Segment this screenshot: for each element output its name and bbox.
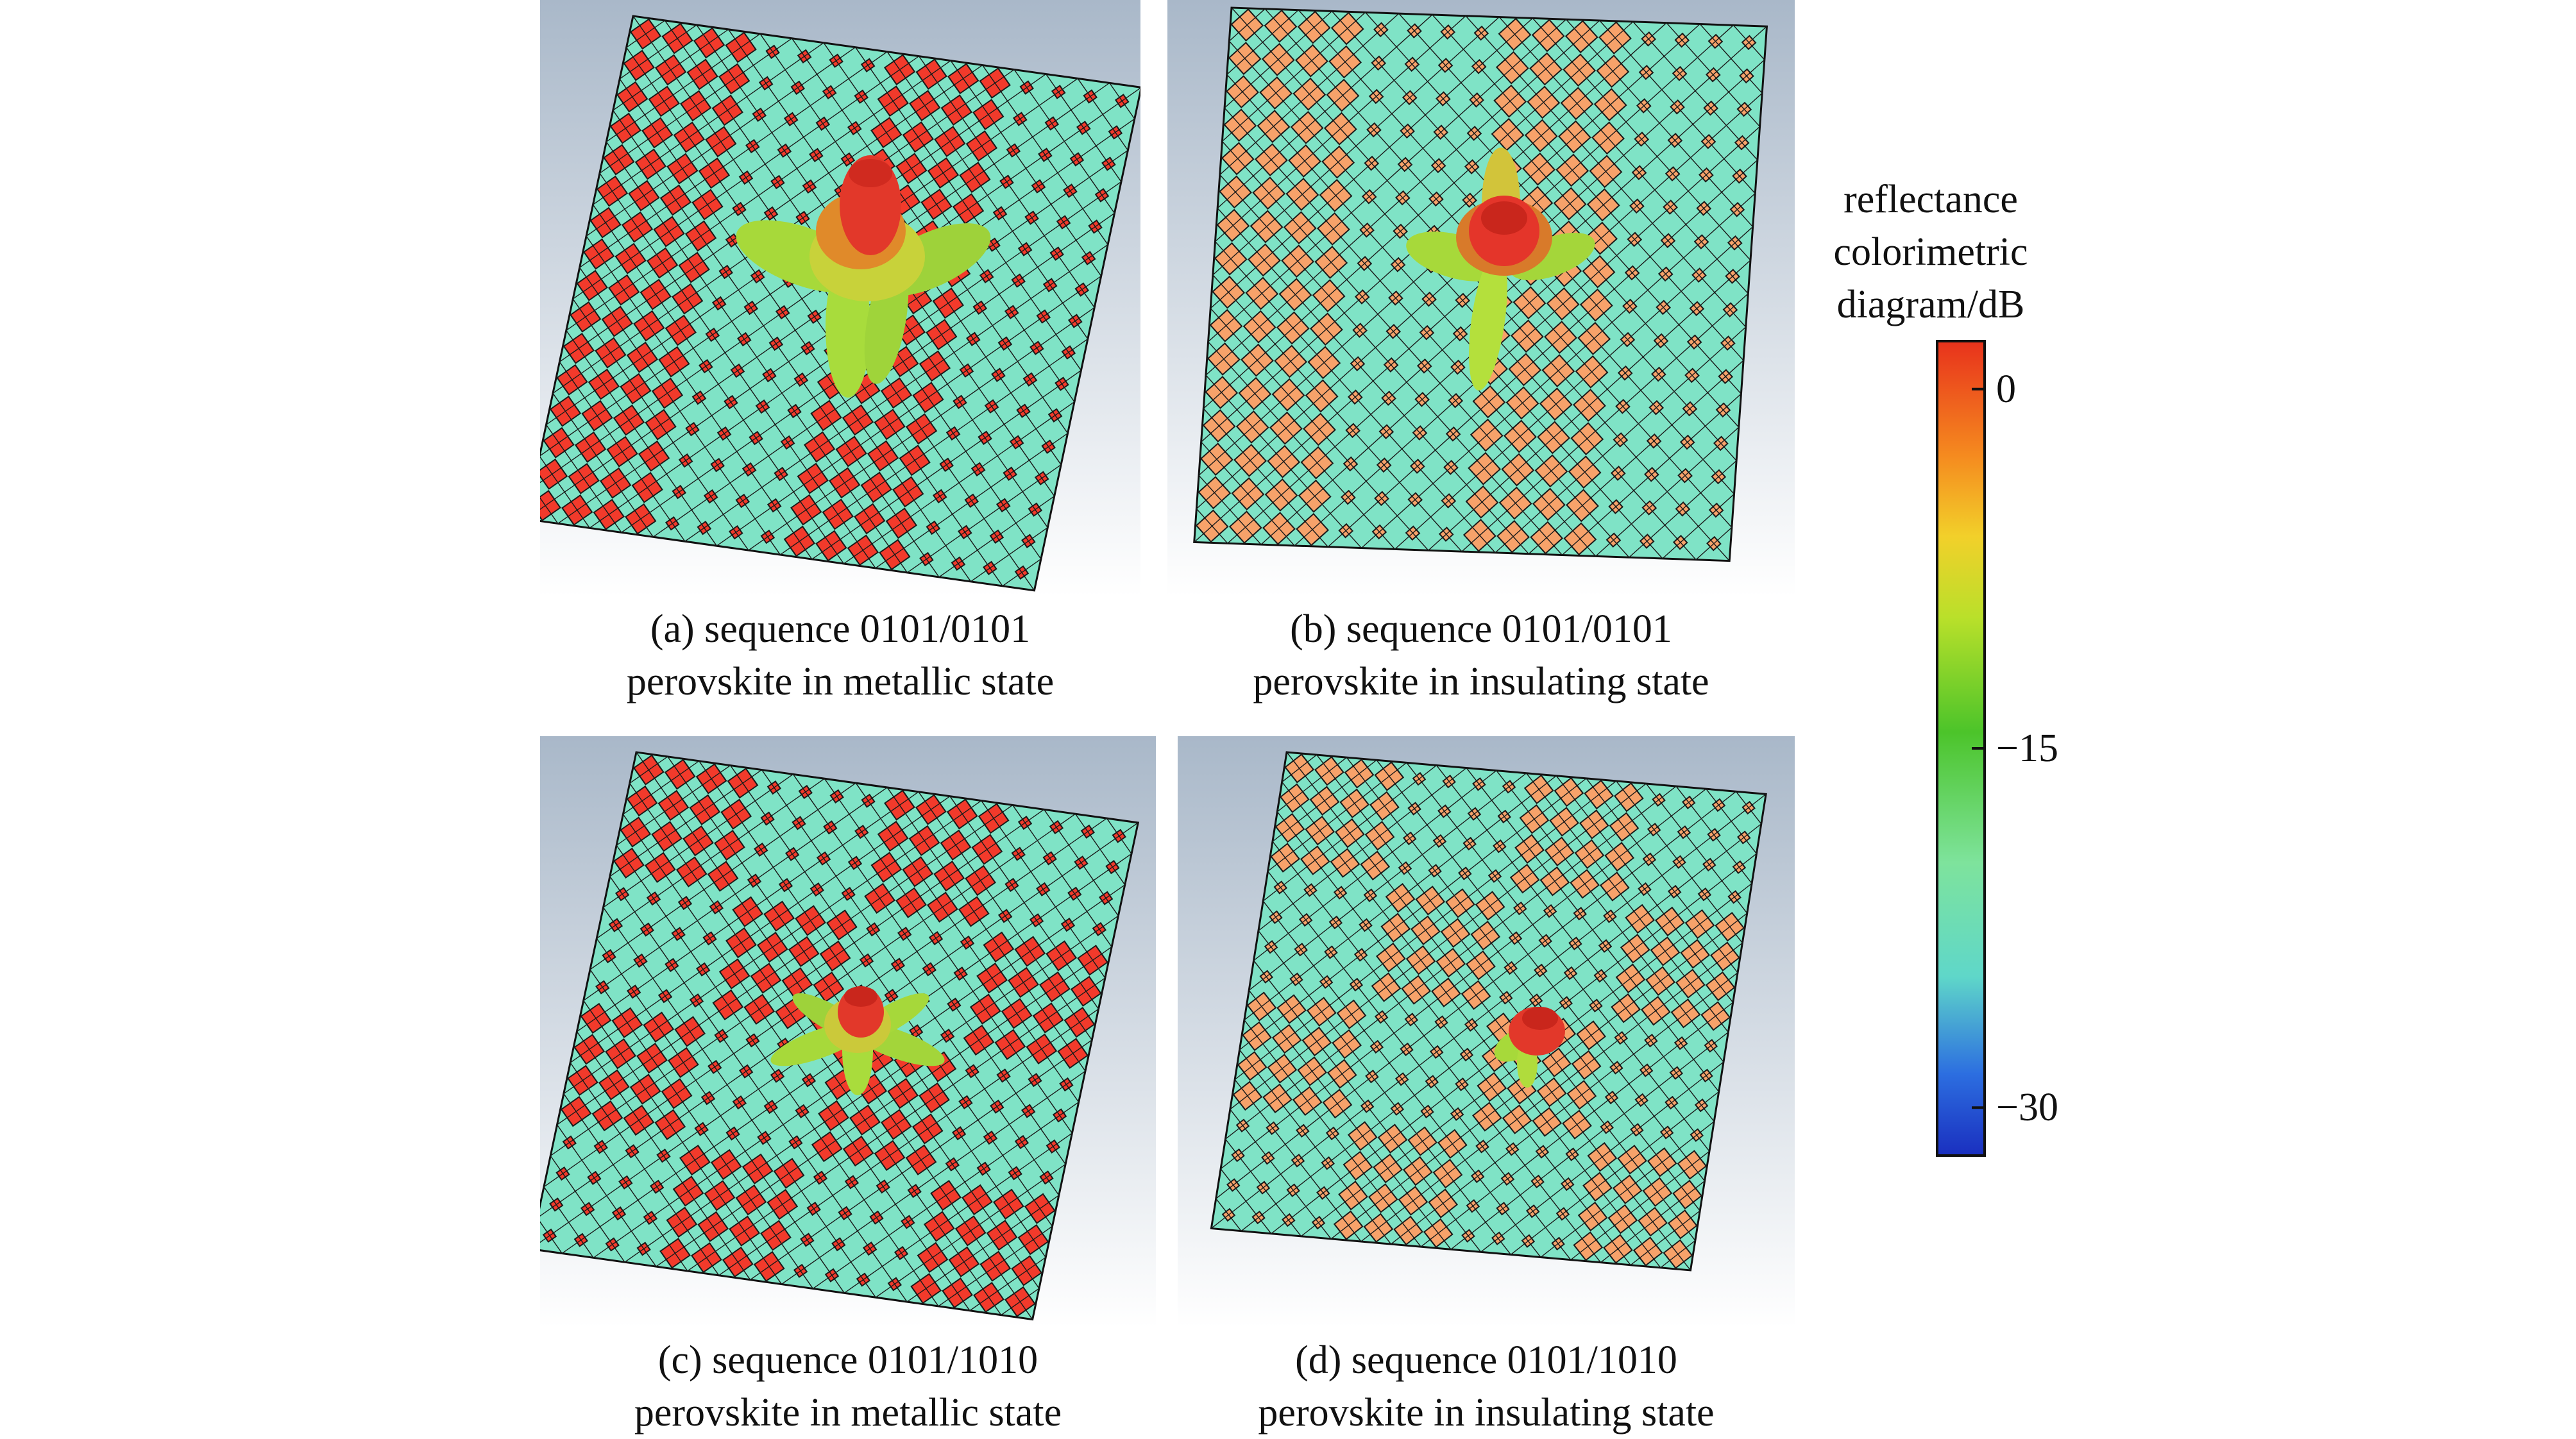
panel-c [540, 736, 1156, 1327]
panel-c-beam [770, 986, 945, 1095]
panel-d-caption-line2: perovskite in insulating state [1258, 1391, 1715, 1435]
colorbar-gradient [1936, 340, 1986, 1157]
panel-d-metasurface [1210, 751, 1767, 1272]
panel-b-caption-line2: perovskite in insulating state [1253, 660, 1709, 703]
panel-a-beam [736, 155, 991, 398]
legend-title-line2: colorimetric [1833, 230, 2028, 274]
panel-d-surface [1178, 736, 1795, 1327]
legend-title: reflectance colorimetric diagram/dB [1783, 173, 2078, 331]
panel-c-surface [540, 736, 1156, 1327]
panel-a-caption: (a) sequence 0101/0101 perovskite in met… [540, 603, 1140, 708]
panel-d-beam [1494, 1007, 1565, 1088]
panel-a-caption-line2: perovskite in metallic state [626, 660, 1055, 703]
colorbar-tick-label-0: 0 [1996, 367, 2016, 411]
panel-a [540, 0, 1140, 596]
colorbar-tick-label-1: −15 [1996, 727, 2058, 770]
colorbar [1936, 340, 1986, 1157]
panel-c-caption: (c) sequence 0101/1010 perovskite in met… [540, 1334, 1156, 1439]
panel-a-caption-line1: (a) sequence 0101/0101 [650, 607, 1031, 651]
panel-b-caption-line1: (b) sequence 0101/0101 [1290, 607, 1672, 651]
colorbar-ticks [1972, 387, 1985, 1109]
panel-b [1167, 0, 1795, 596]
panel-d-caption-line1: (d) sequence 0101/1010 [1295, 1338, 1677, 1382]
panel-d [1178, 736, 1795, 1327]
legend-title-line3: diagram/dB [1836, 283, 2025, 326]
legend-title-line1: reflectance [1843, 178, 2018, 221]
panel-d-caption: (d) sequence 0101/1010 perovskite in ins… [1178, 1334, 1795, 1439]
panel-a-surface [540, 0, 1140, 596]
panel-c-caption-line1: (c) sequence 0101/1010 [657, 1338, 1038, 1382]
panel-b-surface [1167, 0, 1795, 596]
colorbar-tick-label-2: −30 [1996, 1086, 2058, 1130]
panel-b-caption: (b) sequence 0101/0101 perovskite in ins… [1167, 603, 1795, 708]
panel-b-beam [1406, 147, 1595, 391]
panel-c-caption-line2: perovskite in metallic state [634, 1391, 1062, 1435]
